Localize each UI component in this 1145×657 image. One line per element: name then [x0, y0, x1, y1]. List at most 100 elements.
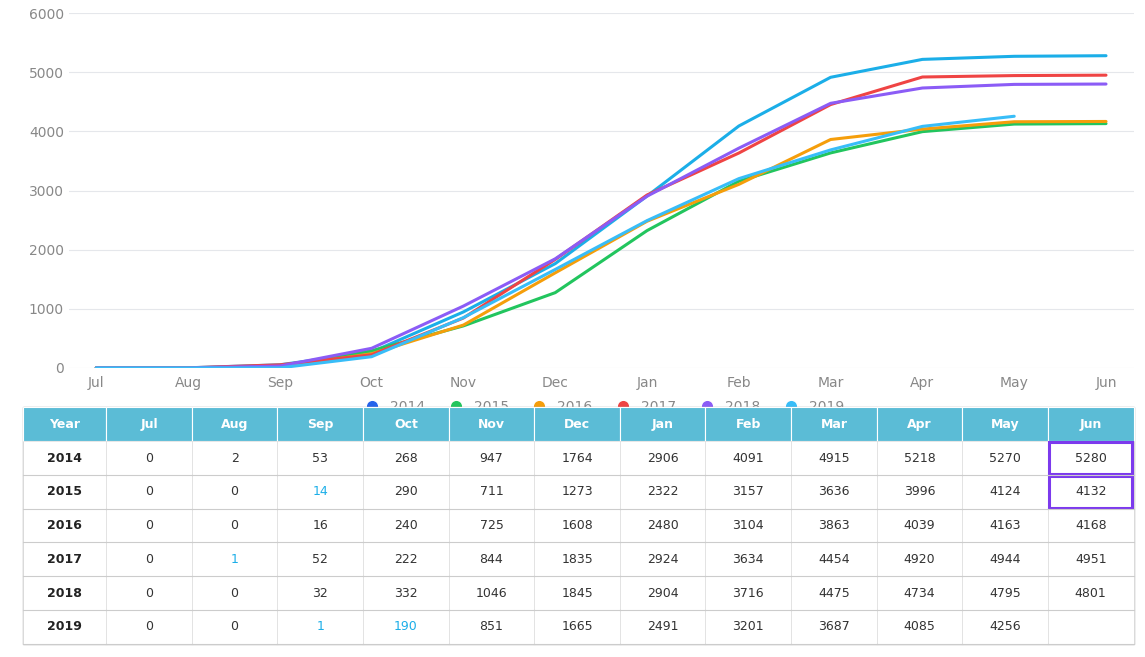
Bar	[23, 610, 106, 644]
Bar	[877, 407, 962, 441]
Bar	[877, 441, 962, 475]
Bar	[619, 441, 705, 475]
Text: Jun: Jun	[1080, 418, 1101, 431]
Bar	[23, 441, 106, 475]
Text: 3104: 3104	[733, 519, 764, 532]
Bar	[192, 441, 277, 475]
Bar	[1049, 442, 1132, 474]
Text: 0: 0	[145, 553, 153, 566]
Bar	[449, 543, 535, 576]
Bar	[962, 610, 1048, 644]
Bar	[363, 576, 449, 610]
Bar	[535, 610, 619, 644]
Bar	[705, 509, 791, 543]
Bar	[449, 475, 535, 509]
Bar	[192, 610, 277, 644]
Bar	[106, 509, 192, 543]
Text: 2017: 2017	[47, 553, 82, 566]
Bar	[23, 475, 106, 509]
Text: Year: Year	[49, 418, 80, 431]
Text: 4734: 4734	[903, 587, 935, 600]
Bar	[449, 407, 535, 441]
Text: 0: 0	[145, 486, 153, 498]
Bar	[449, 576, 535, 610]
Bar	[1048, 610, 1134, 644]
Text: 4039: 4039	[903, 519, 935, 532]
Text: 5270: 5270	[989, 451, 1021, 464]
Bar	[363, 475, 449, 509]
Text: 4795: 4795	[989, 587, 1021, 600]
Text: 3636: 3636	[819, 486, 850, 498]
Bar	[449, 610, 535, 644]
Text: 5280: 5280	[1075, 451, 1107, 464]
Text: Nov: Nov	[477, 418, 505, 431]
Bar	[449, 441, 535, 475]
Text: May: May	[990, 418, 1019, 431]
Bar	[877, 475, 962, 509]
Text: 1046: 1046	[475, 587, 507, 600]
Bar	[791, 407, 877, 441]
Bar	[449, 509, 535, 543]
Text: 4168: 4168	[1075, 519, 1106, 532]
Bar	[619, 576, 705, 610]
Bar	[619, 407, 705, 441]
Bar	[962, 407, 1048, 441]
Text: 0: 0	[145, 620, 153, 633]
Bar	[277, 576, 363, 610]
Text: 4163: 4163	[989, 519, 1021, 532]
Text: 53: 53	[313, 451, 329, 464]
Text: 2014: 2014	[47, 451, 82, 464]
Text: 4475: 4475	[818, 587, 850, 600]
Bar	[791, 543, 877, 576]
Bar	[363, 543, 449, 576]
Bar	[1048, 509, 1134, 543]
Text: 725: 725	[480, 519, 504, 532]
Text: 4124: 4124	[989, 486, 1021, 498]
Bar	[877, 543, 962, 576]
Bar	[23, 509, 106, 543]
Text: 4920: 4920	[903, 553, 935, 566]
Text: 711: 711	[480, 486, 504, 498]
Bar	[705, 610, 791, 644]
Text: 3634: 3634	[733, 553, 764, 566]
Text: 2322: 2322	[647, 486, 679, 498]
Bar	[791, 475, 877, 509]
Bar	[535, 441, 619, 475]
Text: 0: 0	[230, 519, 238, 532]
Text: 2480: 2480	[647, 519, 679, 532]
Text: 2924: 2924	[647, 553, 679, 566]
Text: 190: 190	[394, 620, 418, 633]
Bar	[705, 441, 791, 475]
Text: 0: 0	[145, 587, 153, 600]
Bar	[962, 576, 1048, 610]
Text: 3863: 3863	[818, 519, 850, 532]
Bar	[619, 509, 705, 543]
Text: 222: 222	[394, 553, 418, 566]
Text: 1665: 1665	[561, 620, 593, 633]
Bar	[192, 543, 277, 576]
Text: 2016: 2016	[47, 519, 82, 532]
Text: Feb: Feb	[735, 418, 761, 431]
Bar	[363, 441, 449, 475]
Bar	[192, 475, 277, 509]
Bar	[106, 441, 192, 475]
Bar	[619, 543, 705, 576]
Bar	[705, 576, 791, 610]
Text: 0: 0	[145, 451, 153, 464]
Text: 5218: 5218	[903, 451, 935, 464]
Text: 1764: 1764	[561, 451, 593, 464]
Bar	[705, 407, 791, 441]
Text: 0: 0	[230, 587, 238, 600]
Bar	[192, 576, 277, 610]
Bar	[277, 407, 363, 441]
Text: 0: 0	[230, 486, 238, 498]
Text: 0: 0	[230, 620, 238, 633]
Bar	[791, 441, 877, 475]
Bar	[192, 509, 277, 543]
Text: Jul: Jul	[140, 418, 158, 431]
Text: 1: 1	[230, 553, 238, 566]
Bar	[1048, 543, 1134, 576]
Text: 2904: 2904	[647, 587, 679, 600]
Text: 2018: 2018	[47, 587, 82, 600]
Text: 52: 52	[313, 553, 329, 566]
